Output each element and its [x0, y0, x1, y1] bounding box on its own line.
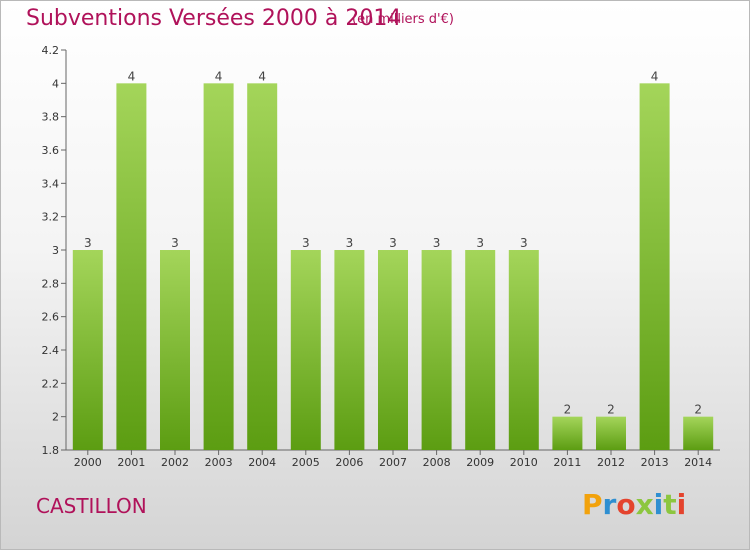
x-tick-label: 2014 [684, 456, 712, 469]
data-label: 3 [433, 236, 441, 250]
x-tick-label: 2011 [553, 456, 581, 469]
x-tick-label: 2012 [597, 456, 625, 469]
bar-2013 [639, 83, 670, 450]
bar-2007 [378, 250, 408, 450]
data-label: 4 [258, 69, 266, 83]
data-label: 4 [215, 69, 223, 83]
x-tick-label: 2008 [423, 456, 451, 469]
bar-2012 [596, 416, 626, 450]
bars [72, 83, 714, 450]
y-tick-label: 2 [52, 411, 59, 424]
y-tick-label: 4.2 [42, 44, 60, 57]
proxiti-logo[interactable]: Proxiti [582, 488, 686, 521]
chart-subtitle: (en milliers d'€) [352, 12, 454, 27]
y-tick-label: 3.8 [42, 111, 60, 124]
x-tick-label: 2006 [335, 456, 363, 469]
bar-2005 [290, 250, 321, 450]
y-tick-label: 3 [52, 244, 59, 257]
bar-2000 [72, 250, 103, 450]
bar-2010 [508, 250, 539, 450]
logo-letter: o [616, 488, 636, 521]
y-tick-label: 1.8 [42, 444, 60, 457]
y-tick-label: 2.4 [42, 344, 60, 357]
y-tick-label: 2.8 [42, 277, 60, 290]
data-label: 2 [607, 403, 615, 417]
x-tick-label: 2001 [117, 456, 145, 469]
bar-2002 [160, 250, 190, 450]
logo-letter: i [653, 488, 664, 521]
x-tick-label: 2000 [74, 456, 102, 469]
chart-title: Subventions Versées 2000 à 2014 [26, 6, 402, 31]
x-tick-label: 2013 [641, 456, 669, 469]
x-tick-label: 2009 [466, 456, 494, 469]
logo-letter: P [582, 488, 603, 521]
x-tick-label: 2007 [379, 456, 407, 469]
x-tick-label: 2003 [205, 456, 233, 469]
bar-2014 [683, 416, 714, 450]
logo-letter: r [602, 488, 617, 521]
y-tick-label: 2.6 [42, 311, 60, 324]
data-label: 4 [651, 69, 659, 83]
logo-letter: i [676, 488, 687, 521]
logo-letter: x [635, 488, 654, 521]
data-label: 3 [389, 236, 397, 250]
data-label: 2 [694, 403, 702, 417]
y-tick-label: 4 [52, 77, 59, 90]
data-label: 4 [128, 69, 136, 83]
x-tick-label: 2004 [248, 456, 276, 469]
x-tick-label: 2010 [510, 456, 538, 469]
y-tick-label: 3.4 [42, 177, 60, 190]
y-tick-label: 2.2 [42, 377, 60, 390]
bar-2001 [116, 83, 147, 450]
y-tick-label: 3.6 [42, 144, 60, 157]
x-tick-label: 2005 [292, 456, 320, 469]
bar-2003 [203, 83, 234, 450]
data-label: 3 [346, 236, 354, 250]
data-label: 3 [520, 236, 528, 250]
bar-2008 [421, 250, 452, 450]
data-labels: 3 4 3 4 4 3 3 3 3 3 3 2 2 4 2 [84, 69, 702, 416]
logo-letter: t [663, 488, 677, 521]
bar-2009 [465, 250, 496, 450]
bar-2011 [552, 416, 583, 450]
data-label: 3 [302, 236, 310, 250]
x-tick-label: 2002 [161, 456, 189, 469]
bar-2006 [334, 250, 365, 450]
data-label: 2 [564, 403, 572, 417]
y-tick-label: 3.2 [42, 211, 60, 224]
data-label: 3 [84, 236, 92, 250]
data-label: 3 [171, 236, 179, 250]
bar-2004 [247, 83, 278, 450]
commune-name: CASTILLON [36, 494, 147, 518]
data-label: 3 [476, 236, 484, 250]
